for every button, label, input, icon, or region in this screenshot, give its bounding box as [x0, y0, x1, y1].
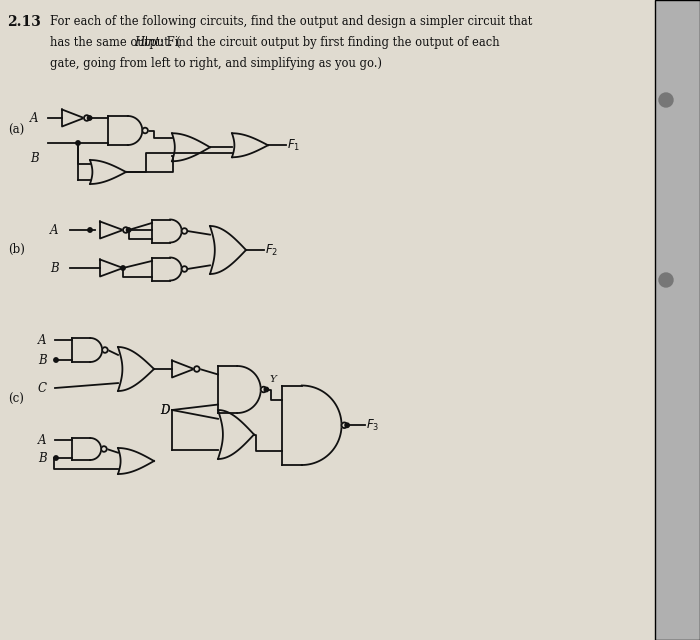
- Text: $F_1$: $F_1$: [287, 138, 300, 153]
- Circle shape: [264, 387, 269, 392]
- Text: D: D: [160, 403, 169, 417]
- Circle shape: [194, 366, 199, 372]
- Text: A: A: [30, 111, 38, 125]
- Circle shape: [54, 456, 58, 460]
- Text: B: B: [50, 262, 59, 275]
- Text: (b): (b): [8, 243, 25, 255]
- Circle shape: [345, 423, 349, 428]
- Text: 2.13: 2.13: [7, 15, 41, 29]
- Circle shape: [123, 227, 129, 233]
- Circle shape: [101, 446, 106, 452]
- Text: B: B: [38, 353, 47, 367]
- Text: For each of the following circuits, find the output and design a simpler circuit: For each of the following circuits, find…: [50, 15, 533, 28]
- Circle shape: [181, 228, 188, 234]
- Circle shape: [659, 93, 673, 107]
- Text: $F_3$: $F_3$: [366, 418, 379, 433]
- FancyBboxPatch shape: [655, 0, 700, 640]
- Text: B: B: [30, 152, 38, 164]
- Text: has the same output. (: has the same output. (: [50, 36, 181, 49]
- Circle shape: [342, 422, 347, 428]
- Circle shape: [54, 358, 58, 362]
- Circle shape: [181, 266, 188, 272]
- Circle shape: [88, 228, 92, 232]
- Text: A: A: [38, 333, 46, 346]
- Text: Y: Y: [270, 375, 276, 384]
- Circle shape: [127, 228, 131, 232]
- Circle shape: [260, 387, 266, 392]
- Text: (a): (a): [8, 124, 25, 137]
- Text: A: A: [50, 223, 59, 237]
- Text: Find the circuit output by first finding the output of each: Find the circuit output by first finding…: [163, 36, 500, 49]
- Text: gate, going from left to right, and simplifying as you go.): gate, going from left to right, and simp…: [50, 57, 382, 70]
- Text: Hint:: Hint:: [134, 36, 164, 49]
- Text: B: B: [38, 451, 47, 465]
- Circle shape: [659, 273, 673, 287]
- Circle shape: [84, 115, 90, 121]
- Text: C: C: [38, 381, 47, 394]
- Circle shape: [88, 116, 92, 120]
- Text: $F_2$: $F_2$: [265, 243, 278, 257]
- Circle shape: [142, 128, 148, 133]
- Text: D: D: [160, 403, 169, 417]
- Circle shape: [76, 141, 80, 145]
- Circle shape: [102, 347, 108, 353]
- Text: A: A: [38, 433, 46, 447]
- Circle shape: [121, 266, 125, 270]
- Text: (c): (c): [8, 392, 24, 406]
